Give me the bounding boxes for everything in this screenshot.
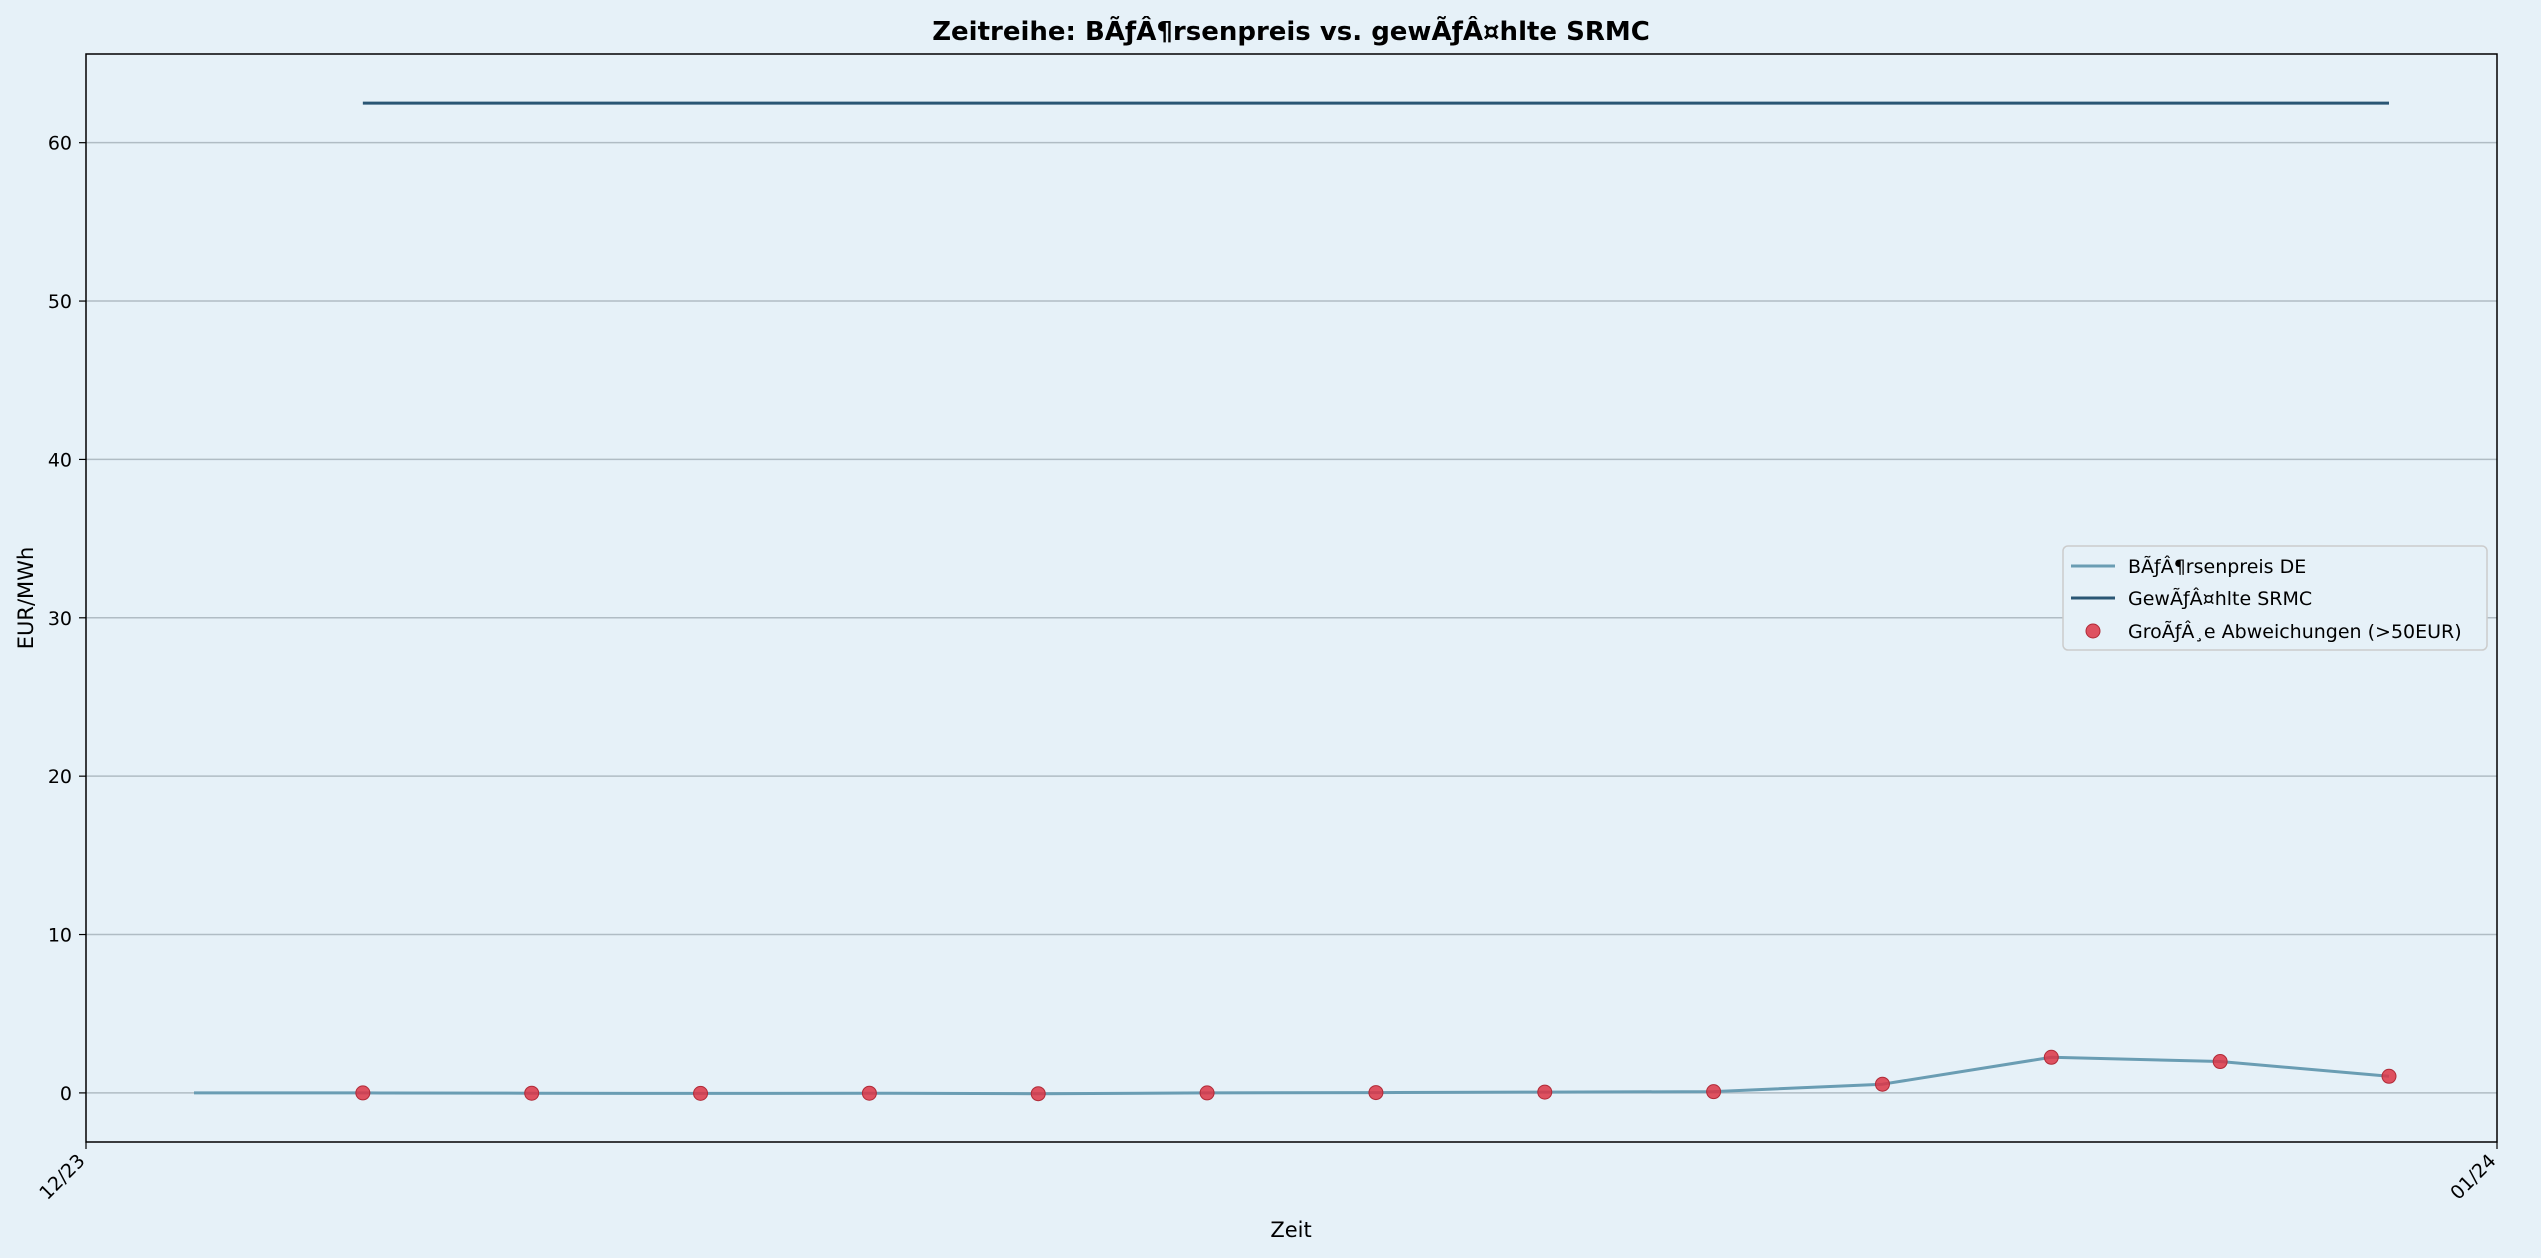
legend-label-srmc: GewÃƒÂ¤hlte SRMC <box>2128 587 2312 610</box>
scatter-point <box>2212 1054 2228 1070</box>
series-layer <box>194 101 2397 1102</box>
scatter-point <box>1368 1085 1384 1101</box>
scatter-point <box>1874 1076 1890 1092</box>
y-axis-label: EUR/MWh <box>14 547 38 650</box>
y-tick-label: 10 <box>48 925 72 947</box>
legend-label-abweichungen: GroÃƒÂ¸e Abweichungen (>50EUR) <box>2128 620 2462 643</box>
scatter-point <box>2381 1068 2397 1084</box>
scatter-point <box>693 1085 709 1101</box>
scatter-point <box>861 1085 877 1101</box>
legend-swatch-abweichungen <box>2085 623 2101 639</box>
scatter-point <box>1199 1085 1215 1101</box>
y-tick-label: 60 <box>48 133 72 155</box>
y-tick-label: 0 <box>60 1083 72 1105</box>
y-tick-label: 40 <box>48 449 72 471</box>
x-axis-label: Zeit <box>1270 1218 1311 1242</box>
scatter-point <box>1030 1086 1046 1102</box>
y-tick-label: 50 <box>48 291 72 313</box>
scatter-point <box>1537 1084 1553 1100</box>
series-line-0 <box>194 1055 2390 1096</box>
legend: BÃƒÂ¶rsenpreis DE GewÃƒÂ¤hlte SRMC GroÃƒ… <box>2062 545 2488 651</box>
legend-box <box>2062 545 2488 651</box>
scatter-point <box>1706 1084 1722 1100</box>
y-tick-label: 20 <box>48 766 72 788</box>
y-tick-label: 30 <box>48 608 72 630</box>
legend-label-boersenpreis: BÃƒÂ¶rsenpreis DE <box>2128 555 2306 578</box>
scatter-point <box>2043 1049 2059 1065</box>
scatter-point <box>355 1085 371 1101</box>
scatter-point <box>524 1085 540 1101</box>
chart-title: Zeitreihe: BÃƒÂ¶rsenpreis vs. gewÃƒÂ¤hlt… <box>932 15 1650 47</box>
plot-frame <box>85 53 2498 1143</box>
